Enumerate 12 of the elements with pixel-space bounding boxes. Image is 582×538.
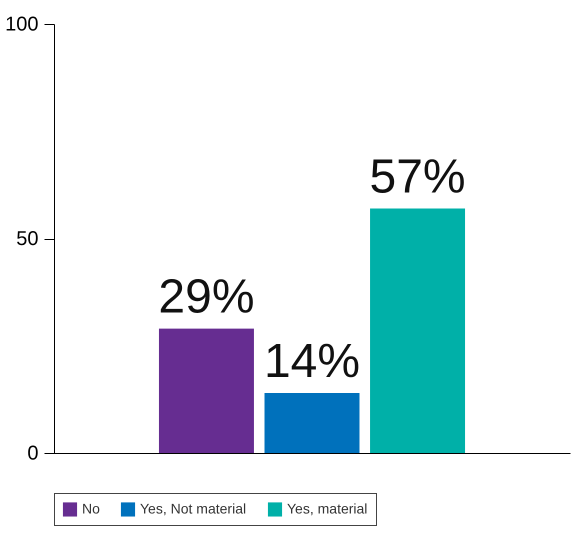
legend-label: Yes, material — [287, 500, 368, 516]
bar — [264, 392, 360, 453]
data-label: 29% — [158, 270, 254, 324]
data-label: 14% — [264, 334, 360, 388]
y-tick-label: 0 — [27, 442, 38, 464]
legend-label: No — [82, 500, 100, 516]
bar — [158, 328, 254, 453]
legend-label: Yes, Not material — [140, 500, 246, 516]
bar — [370, 208, 466, 453]
data-label: 57% — [370, 150, 466, 204]
y-tick-label: 100 — [5, 14, 38, 36]
y-tick-label: 50 — [16, 228, 38, 250]
